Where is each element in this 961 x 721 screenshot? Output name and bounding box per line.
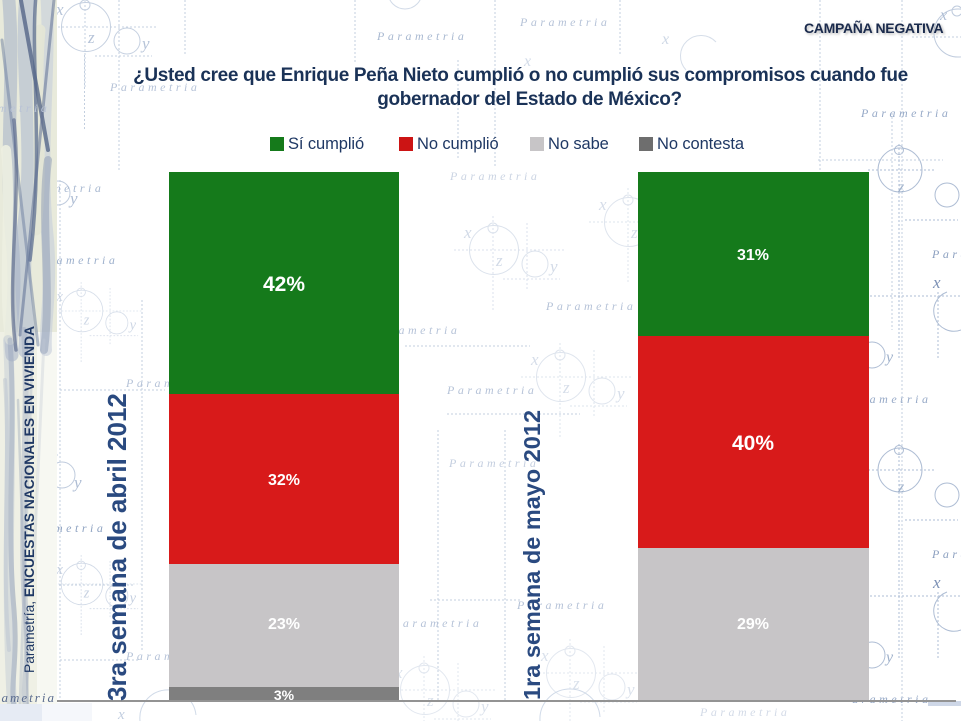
- svg-text:x: x: [523, 53, 531, 70]
- svg-text:y: y: [68, 189, 78, 208]
- svg-text:x: x: [661, 31, 669, 48]
- svg-text:y: y: [72, 473, 82, 492]
- svg-text:Parametria: Parametria: [0, 101, 50, 115]
- svg-text:x: x: [117, 707, 125, 721]
- svg-text:x: x: [939, 7, 947, 24]
- svg-text:Parametria: Parametria: [0, 690, 56, 704]
